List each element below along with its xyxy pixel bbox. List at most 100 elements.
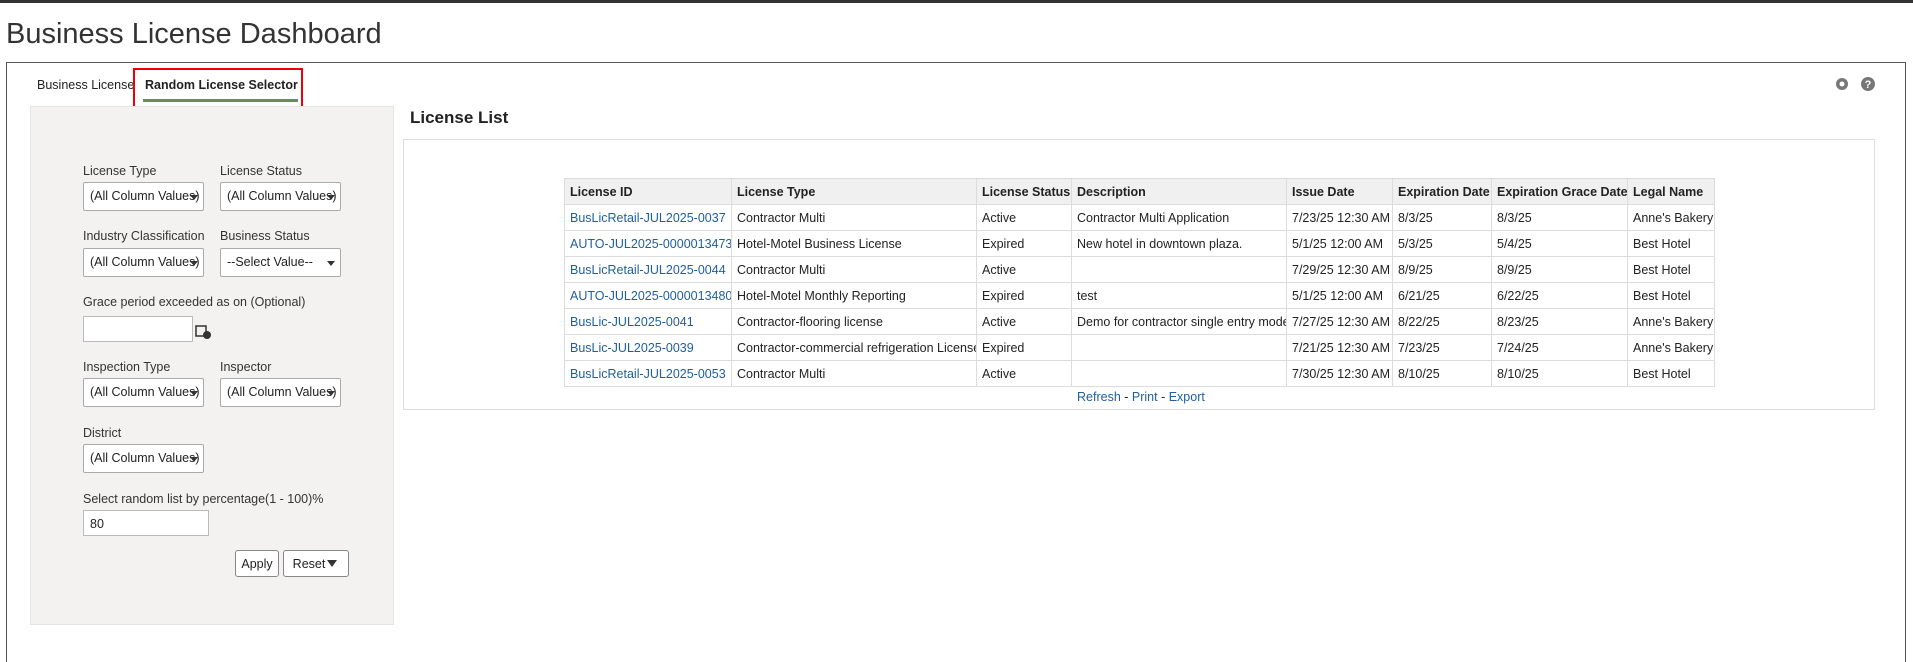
select[interactable]: (All Column Values) bbox=[83, 378, 204, 407]
list-box bbox=[403, 139, 1875, 410]
table-cell: AUTO-JUL2025-0000013480 bbox=[564, 282, 732, 309]
date-input[interactable] bbox=[83, 316, 193, 342]
table-cell: 7/23/25 12:30 AM bbox=[1286, 204, 1393, 231]
table-cell bbox=[1071, 334, 1287, 361]
cell-text: Contractor-commercial refrigeration Lice… bbox=[737, 340, 977, 355]
table-cell: Best Hotel bbox=[1627, 282, 1715, 309]
cell-text: 7/23/25 12:30 AM bbox=[1292, 210, 1390, 225]
label: Inspection Type bbox=[83, 360, 171, 374]
label: District bbox=[83, 426, 122, 440]
reset-button[interactable]: Reset bbox=[283, 550, 349, 577]
cell-text: Best Hotel bbox=[1633, 288, 1691, 303]
select[interactable]: --Select Value-- bbox=[220, 248, 341, 277]
column-header[interactable]: Expiration Grace Date bbox=[1491, 178, 1628, 205]
cell-text: Best Hotel bbox=[1633, 366, 1691, 381]
cell-text: 8/22/25 bbox=[1398, 314, 1440, 329]
separator: - bbox=[1157, 390, 1169, 404]
label: Industry Classification bbox=[83, 229, 205, 243]
column-header[interactable]: Description bbox=[1071, 178, 1287, 205]
license-link[interactable]: BusLic-JUL2025-0041 bbox=[570, 314, 694, 329]
page-title: Business License Dashboard bbox=[6, 18, 382, 50]
table-cell: Expired bbox=[976, 334, 1072, 361]
cell-text: Anne's Bakery bbox=[1633, 340, 1714, 355]
table-cell: 7/23/25 bbox=[1392, 334, 1492, 361]
table-cell: New hotel in downtown plaza. bbox=[1071, 230, 1287, 257]
table-cell: BusLicRetail-JUL2025-0053 bbox=[564, 360, 732, 387]
table-row: BusLicRetail-JUL2025-0053 Contractor Mult… bbox=[564, 360, 1715, 387]
table-cell: Anne's Bakery bbox=[1627, 204, 1715, 231]
table-cell: 8/9/25 bbox=[1491, 256, 1628, 283]
table-row: AUTO-JUL2025-0000013473 Hotel-Motel Busin… bbox=[564, 230, 1715, 257]
table-cell: Demo for contractor single entry mode bbox=[1071, 308, 1287, 335]
cell-text: Hotel-Motel Monthly Reporting bbox=[737, 288, 906, 303]
action-link[interactable]: Print bbox=[1131, 390, 1158, 404]
cell-text: Best Hotel bbox=[1633, 236, 1691, 251]
help-icon[interactable] bbox=[1861, 77, 1875, 91]
table-links: Refresh - Print - Export bbox=[1077, 390, 1205, 404]
table-cell: 8/3/25 bbox=[1392, 204, 1492, 231]
cell-text: Active bbox=[982, 210, 1017, 225]
select[interactable]: (All Column Values) bbox=[83, 182, 204, 211]
cell-text: Active bbox=[982, 366, 1017, 381]
table-cell: test bbox=[1071, 282, 1287, 309]
cell-text: 7/24/25 bbox=[1497, 340, 1539, 355]
action-link[interactable]: Export bbox=[1168, 390, 1205, 404]
column-header[interactable]: Expiration Date bbox=[1392, 178, 1492, 205]
cell-text: Anne's Bakery bbox=[1633, 314, 1714, 329]
table-cell: 6/21/25 bbox=[1392, 282, 1492, 309]
table-cell: Active bbox=[976, 204, 1072, 231]
tab-active[interactable]: Random License Selector bbox=[145, 78, 298, 92]
table-cell: 8/9/25 bbox=[1392, 256, 1492, 283]
cell-text: Contractor Multi bbox=[737, 262, 826, 277]
label: Business Status bbox=[220, 229, 310, 243]
license-link[interactable]: AUTO-JUL2025-0000013480 bbox=[570, 288, 732, 303]
calendar-icon[interactable] bbox=[195, 323, 213, 341]
table-cell: Contractor Multi bbox=[731, 256, 977, 283]
cell-text: Expired bbox=[982, 236, 1025, 251]
cell-text: Hotel-Motel Business License bbox=[737, 236, 902, 251]
license-link[interactable]: BusLicRetail-JUL2025-0044 bbox=[570, 262, 726, 277]
table-cell: Best Hotel bbox=[1627, 360, 1715, 387]
column-header[interactable]: License Type bbox=[731, 178, 977, 205]
cell-text: 8/10/25 bbox=[1497, 366, 1539, 381]
table-cell: Hotel-Motel Monthly Reporting bbox=[731, 282, 977, 309]
table-cell: Contractor Multi bbox=[731, 204, 977, 231]
license-table: License ID License Type License Status Desc… bbox=[564, 178, 1715, 387]
cell-text: New hotel in downtown plaza. bbox=[1077, 236, 1243, 251]
svg-text:?: ? bbox=[1865, 79, 1872, 91]
column-header[interactable]: License Status bbox=[976, 178, 1072, 205]
table-cell: 8/22/25 bbox=[1392, 308, 1492, 335]
cell-text: 6/22/25 bbox=[1497, 288, 1539, 303]
cell-text: 7/23/25 bbox=[1398, 340, 1440, 355]
table-cell: Active bbox=[976, 308, 1072, 335]
action-link[interactable]: Refresh bbox=[1077, 390, 1121, 404]
table-cell: BusLic-JUL2025-0039 bbox=[564, 334, 732, 361]
table-cell: Contractor Multi Application bbox=[1071, 204, 1287, 231]
table-cell: Active bbox=[976, 360, 1072, 387]
column-header[interactable]: Issue Date bbox=[1286, 178, 1393, 205]
apply-button[interactable]: Apply bbox=[235, 550, 279, 577]
table-cell: Best Hotel bbox=[1627, 256, 1715, 283]
column-header[interactable]: Legal Name bbox=[1627, 178, 1715, 205]
table-cell: 7/29/25 12:30 AM bbox=[1286, 256, 1393, 283]
label: Select random list by percentage(1 - 100… bbox=[83, 492, 324, 506]
table-cell: 7/24/25 bbox=[1491, 334, 1628, 361]
cell-text: Contractor Multi Application bbox=[1077, 210, 1230, 225]
cell-text: 8/3/25 bbox=[1497, 210, 1532, 225]
tab[interactable]: Business License bbox=[37, 78, 135, 92]
label: License Type bbox=[83, 164, 157, 178]
table-cell: AUTO-JUL2025-0000013473 bbox=[564, 230, 732, 257]
license-link[interactable]: BusLicRetail-JUL2025-0053 bbox=[570, 366, 726, 381]
select[interactable]: (All Column Values) bbox=[220, 182, 341, 211]
text-input[interactable]: 80 bbox=[83, 510, 209, 536]
table-cell: Anne's Bakery bbox=[1627, 334, 1715, 361]
label: Grace period exceeded as on (Optional) bbox=[83, 295, 306, 309]
license-link[interactable]: BusLicRetail-JUL2025-0037 bbox=[570, 210, 726, 225]
column-header[interactable]: License ID bbox=[564, 178, 732, 205]
license-link[interactable]: AUTO-JUL2025-0000013473 bbox=[570, 236, 732, 251]
license-link[interactable]: BusLic-JUL2025-0039 bbox=[570, 340, 694, 355]
select[interactable]: (All Column Values) bbox=[83, 444, 204, 473]
table-cell: 7/21/25 12:30 AM bbox=[1286, 334, 1393, 361]
select[interactable]: (All Column Values) bbox=[220, 378, 341, 407]
select[interactable]: (All Column Values) bbox=[83, 248, 204, 277]
